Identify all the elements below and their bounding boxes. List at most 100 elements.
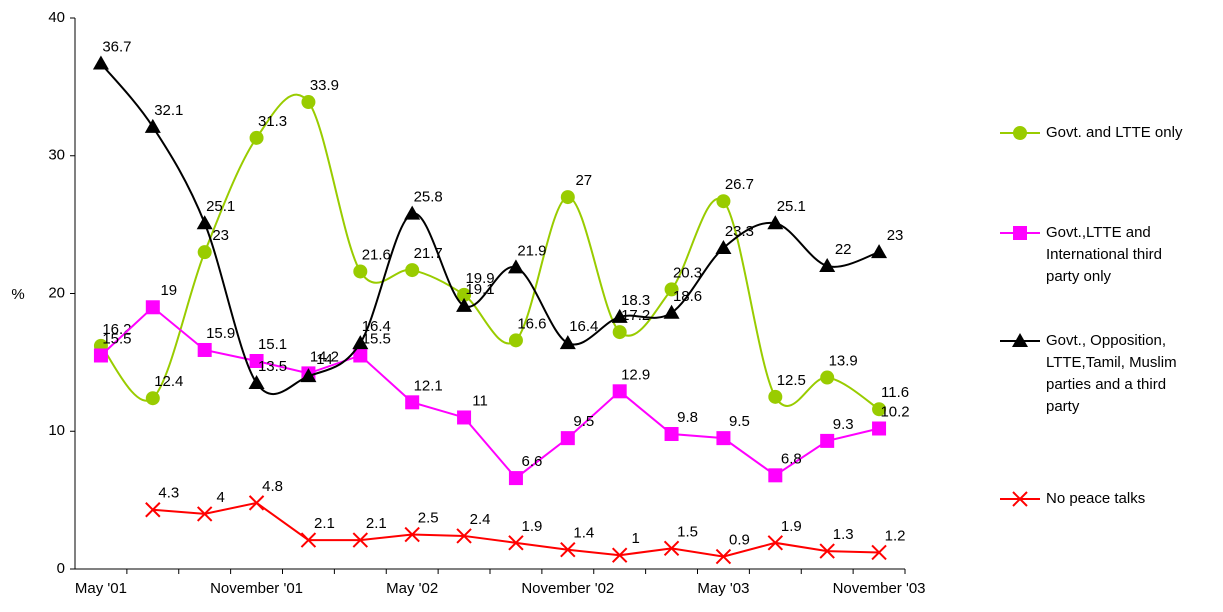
legend-key (1000, 226, 1040, 240)
point (716, 194, 731, 209)
point (352, 335, 369, 350)
data-label: 32.1 (154, 102, 183, 119)
data-label: 13.5 (258, 358, 287, 375)
x-tick-label: May '03 (697, 580, 749, 597)
legend-label: Govt., Opposition, LTTE,Tamil, Muslim pa… (1046, 332, 1177, 415)
y-tick-label: 10 (48, 422, 65, 439)
point (871, 244, 888, 259)
data-label: 15.9 (206, 325, 235, 342)
point (249, 353, 264, 368)
data-label: 15.5 (102, 330, 131, 347)
data-label: 23 (887, 227, 904, 244)
point (611, 547, 628, 563)
point (457, 287, 472, 302)
y-tick-label: 30 (48, 147, 65, 164)
point (560, 542, 576, 558)
point (1012, 333, 1028, 347)
data-label: 20.3 (673, 264, 702, 281)
point (248, 495, 265, 511)
point (819, 257, 836, 272)
point (196, 506, 213, 522)
point (457, 410, 472, 425)
data-label: 12.4 (154, 373, 183, 390)
point (819, 543, 835, 559)
point (300, 532, 317, 548)
legend-label: No peace talks (1046, 490, 1146, 507)
data-label: 25.1 (206, 198, 235, 215)
data-label: 2.5 (418, 510, 439, 527)
data-label: 15.1 (258, 336, 287, 353)
point (353, 264, 368, 279)
data-label: 11 (472, 392, 488, 409)
data-label: 9.3 (833, 416, 854, 433)
data-label: 4.8 (262, 478, 283, 495)
data-label: 2.4 (470, 511, 491, 528)
point (1013, 226, 1027, 240)
data-label: 9.5 (573, 413, 594, 430)
y-tick-label: 40 (48, 9, 65, 26)
point (456, 297, 473, 312)
data-label: 16.6 (517, 315, 546, 332)
data-label: 10.2 (880, 403, 909, 420)
legend-key (1000, 333, 1040, 347)
data-label: 4.3 (158, 485, 179, 502)
point (508, 471, 523, 486)
data-label: 12.5 (777, 372, 806, 389)
point (93, 348, 108, 363)
point (716, 431, 731, 446)
point (248, 375, 265, 390)
data-label: 1.9 (522, 518, 543, 535)
data-label: 1.3 (833, 526, 854, 543)
data-label: 33.9 (310, 77, 339, 94)
legend-label: Govt. and LTTE only (1046, 124, 1183, 141)
point (715, 240, 732, 255)
point (405, 263, 420, 278)
chart: % 0 10 20 30 40 May '01 November '01 May '02 Nov… (11, 9, 925, 597)
point (301, 95, 316, 110)
point (456, 528, 472, 544)
data-label: 2.1 (314, 515, 335, 532)
point (560, 431, 575, 446)
data-label: 11.6 (881, 384, 909, 401)
data-label: 2.1 (366, 515, 387, 532)
data-label: 1.2 (885, 527, 906, 544)
point (611, 308, 628, 323)
point (196, 215, 213, 230)
point (820, 433, 835, 448)
point (560, 190, 575, 205)
series-line (100, 93, 880, 411)
y-tick-label: 0 (57, 560, 65, 577)
legend-key (1000, 126, 1040, 140)
point (508, 535, 524, 551)
data-label: 6.8 (781, 450, 802, 467)
point (404, 205, 421, 220)
point (768, 389, 783, 404)
x-tick-label: November '02 (521, 580, 614, 597)
point (612, 384, 627, 399)
series-line (100, 305, 880, 480)
data-label: 36.7 (102, 38, 131, 55)
legend-label: Govt.,LTTE and International third party… (1046, 224, 1162, 285)
x-tick-label: May '02 (386, 580, 438, 597)
data-label: 18.3 (621, 292, 650, 309)
point (663, 304, 680, 319)
data-label: 0.9 (729, 532, 750, 549)
point (872, 402, 887, 417)
data-label: 21.9 (517, 242, 546, 259)
data-label: 1 (632, 530, 640, 547)
data-label: 1.4 (573, 525, 594, 542)
point (715, 548, 732, 565)
point (300, 368, 317, 383)
point (1013, 126, 1027, 140)
y-tick-label: 20 (48, 284, 65, 301)
y-axis-label: % (11, 286, 24, 303)
data-label: 26.7 (725, 176, 754, 193)
point (353, 348, 368, 363)
point (352, 532, 369, 548)
x-tick-label: May '01 (75, 580, 127, 597)
legend-key (1000, 491, 1040, 507)
data-label: 19 (160, 282, 177, 299)
legend-item: Govt.,LTTE and International third party… (1000, 222, 1196, 288)
point (664, 427, 679, 442)
